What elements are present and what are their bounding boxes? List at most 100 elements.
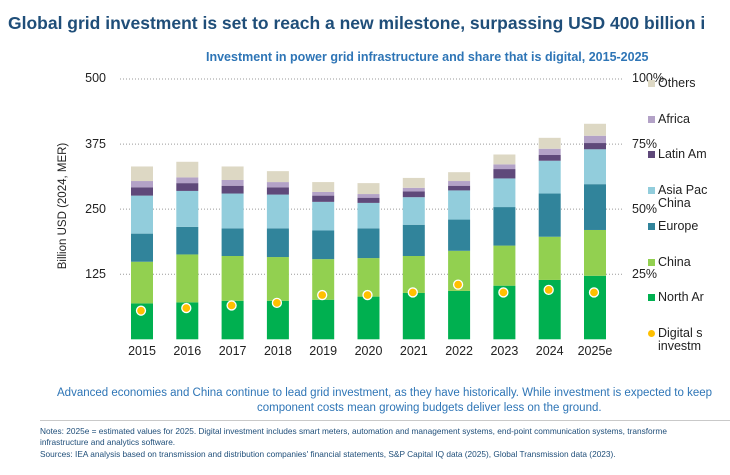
bar-segment-africa bbox=[357, 194, 380, 198]
bar-segment-asia-pac-china bbox=[357, 202, 380, 229]
bar-segment-asia-pac-china bbox=[448, 190, 471, 220]
legend-label: China bbox=[658, 255, 691, 269]
digital-share-point bbox=[452, 279, 464, 290]
y2-tick-label: 50% bbox=[632, 202, 658, 216]
legend-swatch bbox=[648, 259, 655, 266]
legend-item-north-america: North Ar bbox=[648, 291, 704, 304]
x-tick-label: 2017 bbox=[218, 344, 247, 358]
x-tick-label: 2025e bbox=[577, 344, 613, 358]
bar-segment-asia-pac-china bbox=[266, 194, 289, 229]
bar-segment-europe bbox=[131, 233, 153, 262]
bar-segment-africa bbox=[448, 181, 471, 186]
bar-segment-latin-am bbox=[176, 183, 199, 191]
bar-segment-europe bbox=[266, 228, 289, 258]
bar-segment-latin-am bbox=[131, 187, 153, 196]
bar-segment-others bbox=[584, 123, 606, 136]
x-tick-label: 2021 bbox=[399, 344, 428, 358]
bar-segment-latin-am bbox=[266, 187, 289, 195]
bar-segment-europe bbox=[584, 184, 606, 230]
bar-segment-asia-pac-china bbox=[402, 197, 425, 225]
legend-label: Latin Am bbox=[658, 147, 707, 161]
legend-swatch bbox=[648, 294, 655, 301]
legend-item-china: China bbox=[648, 256, 691, 269]
caption-line: component costs mean growing budgets del… bbox=[257, 402, 602, 414]
bar-segment-china bbox=[584, 229, 606, 276]
bar-segment-china bbox=[221, 256, 244, 301]
x-tick-label: 2024 bbox=[535, 344, 564, 358]
bar-segment-north-ar bbox=[221, 300, 244, 340]
bar-segment-latin-am bbox=[538, 155, 561, 161]
x-tick-label: 2023 bbox=[490, 344, 519, 358]
bar-segment-africa bbox=[402, 187, 425, 192]
bar-segment-europe bbox=[221, 228, 244, 257]
digital-share-point bbox=[226, 300, 237, 311]
y2-tick-label: 75% bbox=[632, 137, 658, 151]
digital-share-point bbox=[317, 289, 328, 301]
bar-segment-europe bbox=[357, 228, 380, 259]
y-tick-label: 250 bbox=[85, 202, 106, 216]
legend-item-latin-america: Latin Am bbox=[648, 148, 707, 161]
y-tick-label: 375 bbox=[85, 137, 106, 151]
digital-share-point bbox=[362, 289, 373, 301]
bar-segment-china bbox=[312, 259, 335, 300]
bar-segment-others bbox=[402, 177, 425, 188]
bar-segment-north-ar bbox=[312, 299, 335, 340]
digital-share-point bbox=[498, 287, 509, 298]
bar-segment-china bbox=[176, 254, 199, 303]
notes-line: Notes: 2025e = estimated values for 2025… bbox=[40, 426, 667, 436]
bar-segment-others bbox=[448, 172, 471, 182]
bar-segment-others bbox=[266, 171, 289, 183]
legend-label: investm bbox=[658, 339, 702, 353]
bar-segment-africa bbox=[266, 182, 289, 188]
bar-segment-others bbox=[131, 166, 153, 182]
bar-segment-china bbox=[448, 250, 471, 291]
x-tick-label: 2020 bbox=[354, 344, 383, 358]
legend-item-asia-pacific: Asia Pac China bbox=[648, 184, 707, 210]
bar-segment-china bbox=[493, 245, 516, 286]
bar-segment-latin-am bbox=[584, 143, 606, 150]
legend-swatch bbox=[648, 223, 655, 230]
bar-segment-europe bbox=[493, 207, 516, 246]
bar-segment-africa bbox=[176, 177, 199, 184]
legend-item-digital-share: Digital s investm bbox=[648, 327, 702, 353]
bar-segment-latin-am bbox=[493, 169, 516, 179]
bar-segment-africa bbox=[493, 164, 516, 170]
bar-segment-north-ar bbox=[176, 302, 199, 340]
x-tick-label: 2018 bbox=[263, 344, 292, 358]
y2-tick-label: 25% bbox=[632, 267, 658, 281]
legend-item-others: Others bbox=[648, 77, 696, 90]
y2-tick-label: 100% bbox=[632, 71, 664, 85]
legend-label: Asia Pac bbox=[658, 183, 708, 197]
digital-share-point bbox=[588, 287, 600, 298]
bar-segment-asia-pac-china bbox=[538, 160, 561, 194]
divider bbox=[40, 420, 730, 421]
bar-segment-others bbox=[176, 161, 199, 178]
bar-segment-latin-am bbox=[357, 197, 380, 203]
bar-segment-asia-pac-china bbox=[221, 193, 244, 229]
sources-line: Sources: IEA analysis based on transmiss… bbox=[40, 449, 616, 459]
legend-label: China bbox=[658, 196, 691, 210]
digital-share-point bbox=[135, 305, 147, 316]
bar-segment-north-ar bbox=[357, 296, 380, 340]
bar-segment-china bbox=[131, 261, 153, 304]
digital-share-point bbox=[543, 284, 554, 295]
legend-item-europe: Europe bbox=[648, 220, 698, 233]
bar-segment-china bbox=[266, 257, 289, 301]
notes-line: infrastructure and analytics software. bbox=[40, 437, 176, 447]
bar-segment-asia-pac-china bbox=[493, 178, 516, 208]
bar-segment-others bbox=[312, 182, 335, 192]
bar-segment-north-ar bbox=[584, 275, 606, 340]
legend-label: North Ar bbox=[658, 290, 704, 304]
bar-segment-others bbox=[221, 166, 244, 180]
bar-segment-africa bbox=[221, 179, 244, 186]
bar-segment-africa bbox=[538, 148, 561, 156]
bar-segment-asia-pac-china bbox=[131, 195, 153, 234]
bar-segment-latin-am bbox=[402, 191, 425, 198]
bar-segment-europe bbox=[448, 219, 471, 251]
bar-segment-europe bbox=[176, 226, 199, 255]
bar-segment-north-ar bbox=[538, 279, 561, 340]
bar-segment-china bbox=[402, 256, 425, 293]
y-tick-label: 500 bbox=[85, 71, 106, 85]
bar-segment-asia-pac-china bbox=[584, 149, 606, 185]
caption-line: Advanced economies and China continue to… bbox=[57, 387, 713, 399]
